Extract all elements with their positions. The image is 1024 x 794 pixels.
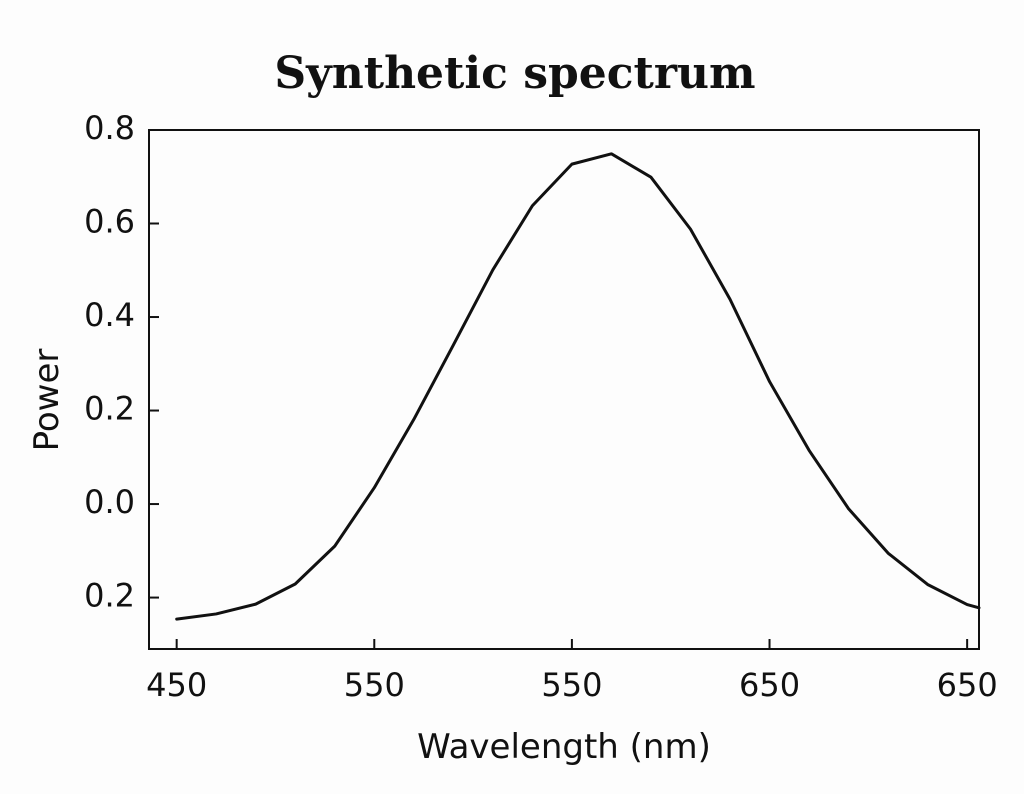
x-tick-label: 550 (344, 666, 405, 704)
y-axis-label: Power (27, 349, 67, 452)
line-series (175, 152, 981, 621)
x-tick-label: 650 (739, 666, 800, 704)
y-tick-label: 0.4 (84, 296, 135, 334)
x-axis-label: Wavelength (nm) (417, 727, 711, 767)
x-tick-label: 550 (541, 666, 602, 704)
y-tick-label: 0.2 (84, 390, 135, 428)
chart-title: Synthetic spectrum (274, 48, 755, 99)
plot-frame (148, 129, 980, 650)
y-tick-label: 0.6 (84, 203, 135, 241)
x-tick-label: 650 (937, 666, 998, 704)
y-tick-label: 0.2 (84, 577, 135, 615)
x-tick-label: 450 (146, 666, 207, 704)
y-tick-label: 0.0 (84, 483, 135, 521)
y-tick-label: 0.8 (84, 109, 135, 147)
